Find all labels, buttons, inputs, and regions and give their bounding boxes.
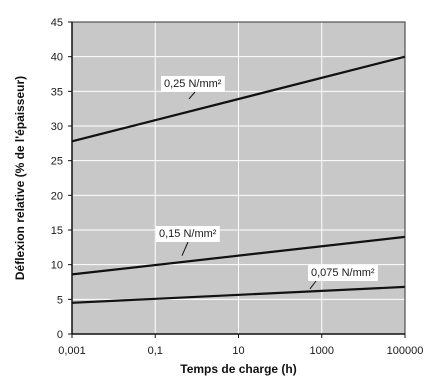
y-tick-label: 15 — [51, 225, 63, 237]
series-label-text: 0,075 N/mm² — [311, 267, 375, 279]
x-tick-label: 0,001 — [58, 345, 86, 357]
series-labels: 0,25 N/mm² 0,15 N/mm² 0,075 N/mm² — [156, 76, 378, 290]
y-tick-label: 45 — [51, 17, 63, 29]
x-tick-label: 100000 — [387, 345, 424, 357]
x-tick-label: 10 — [232, 345, 244, 357]
series-line-2 — [71, 285, 406, 304]
y-tick-label: 5 — [57, 294, 63, 306]
axes: 0 5 10 15 20 25 30 35 40 45 0,001 0,1 10 1000 100000 — [51, 17, 424, 357]
series-label-text: 0,25 N/mm² — [164, 78, 222, 90]
y-tick-label: 35 — [51, 86, 63, 98]
series-label-0: 0,25 N/mm² — [161, 76, 225, 92]
series-lines — [71, 55, 406, 304]
series-label-2: 0,075 N/mm² — [308, 265, 378, 281]
series-leader-line — [181, 241, 189, 256]
y-tick-label: 25 — [51, 156, 63, 168]
y-tick-label: 30 — [51, 121, 63, 133]
series-label-box — [161, 76, 225, 92]
y-axis-title: Déflexion relative (% de l'épaisseur) — [13, 76, 27, 280]
series-line-0 — [71, 55, 406, 143]
y-tick-label: 40 — [51, 52, 63, 64]
series-label-box — [156, 226, 220, 242]
y-tick-label: 10 — [51, 260, 63, 272]
series-label-1: 0,15 N/mm² — [156, 226, 220, 242]
series-leader-line — [188, 91, 196, 100]
series-leader-line — [309, 280, 317, 290]
x-axis-title: Temps de charge (h) — [180, 362, 296, 376]
y-tick-label: 0 — [57, 329, 63, 341]
series-label-box — [308, 265, 378, 281]
series-line-1 — [71, 235, 406, 276]
x-tick-label: 0,1 — [148, 345, 163, 357]
x-tick-label: 1000 — [310, 345, 334, 357]
y-tick-label: 20 — [51, 190, 63, 202]
series-label-text: 0,15 N/mm² — [159, 228, 217, 240]
